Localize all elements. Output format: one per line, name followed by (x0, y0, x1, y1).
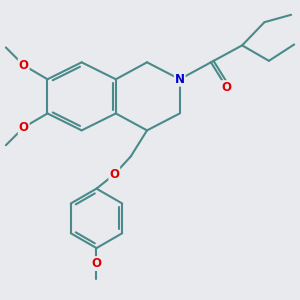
Text: N: N (175, 73, 185, 86)
Text: O: O (109, 168, 119, 181)
Text: O: O (19, 121, 29, 134)
Text: O: O (92, 257, 101, 270)
Text: O: O (19, 59, 29, 72)
Text: O: O (222, 81, 232, 94)
